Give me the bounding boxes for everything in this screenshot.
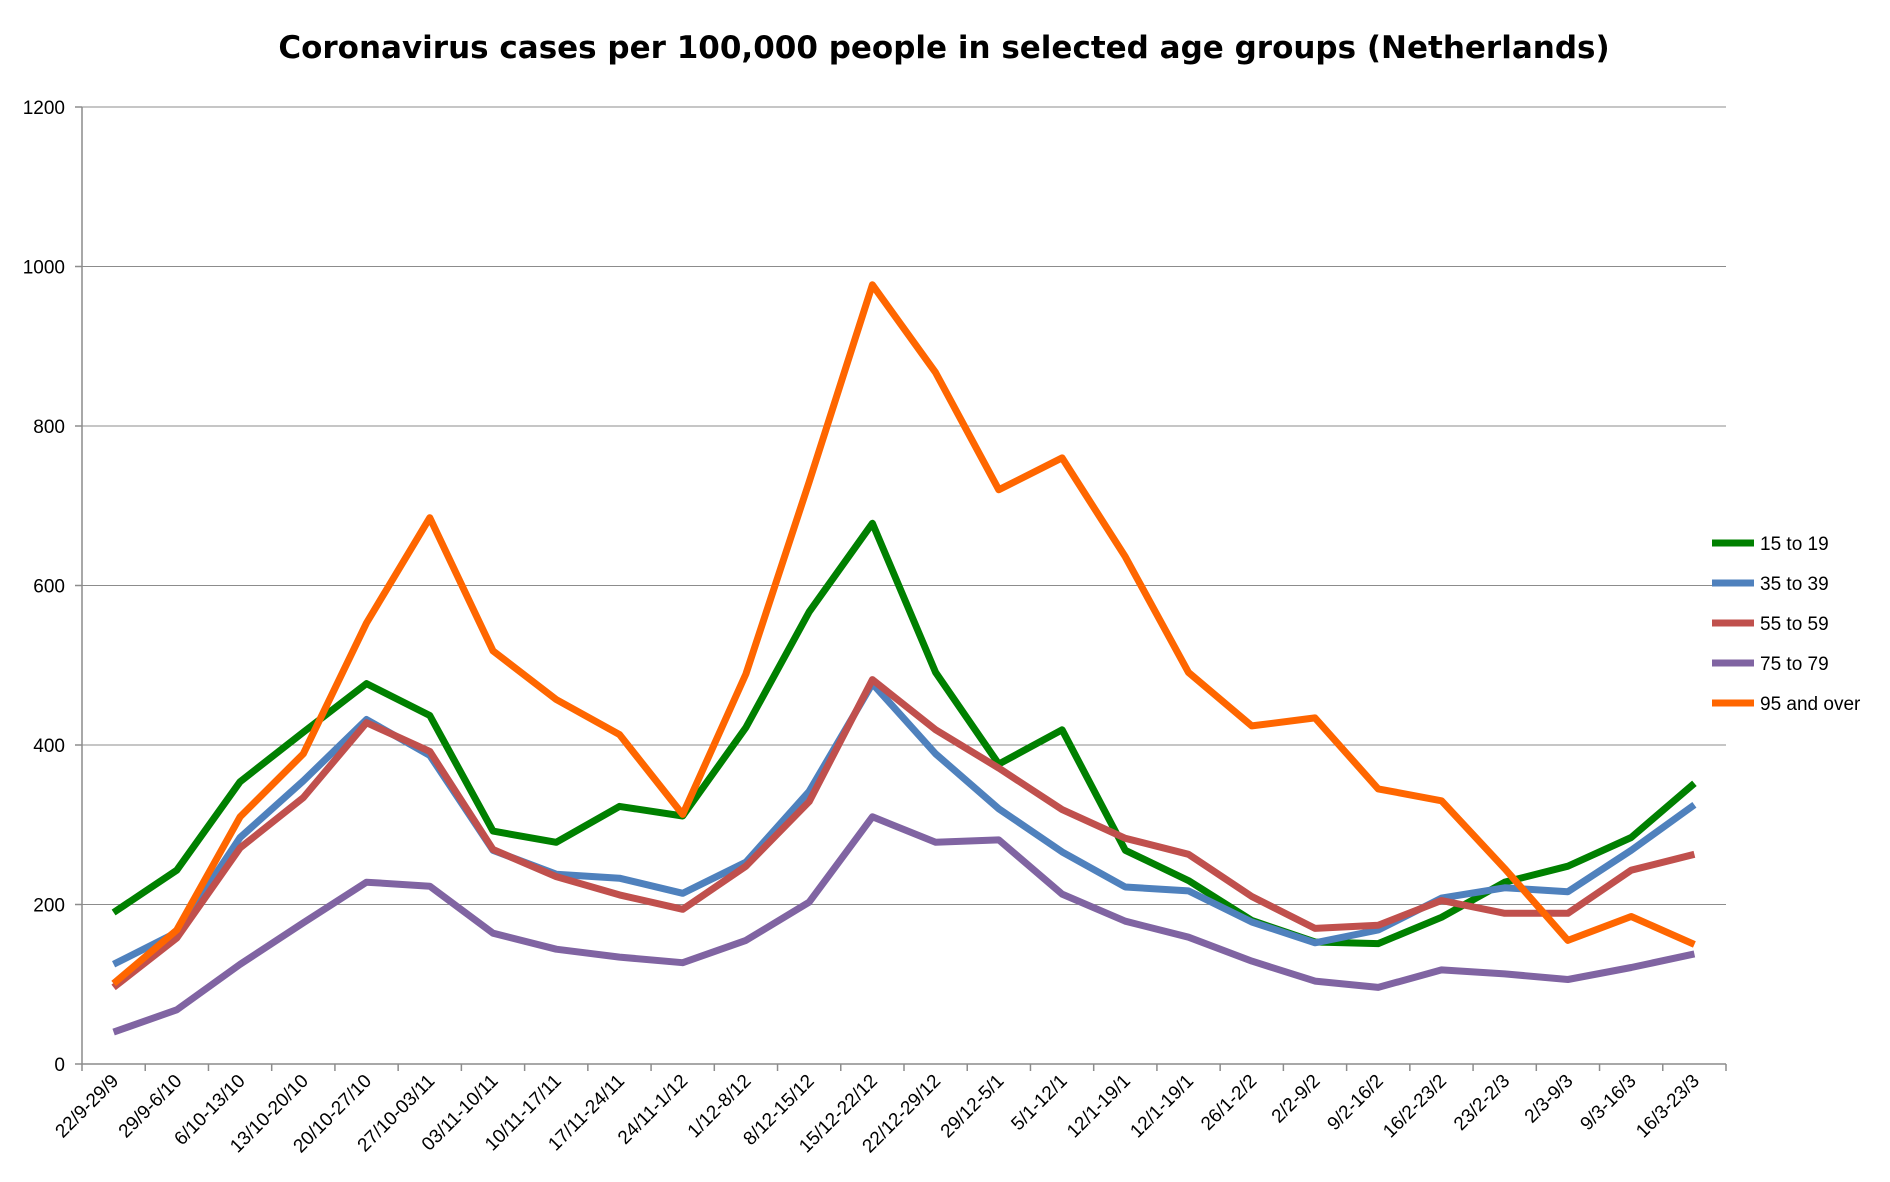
legend-label: 95 and over	[1760, 694, 1861, 715]
y-tick-label: 400	[33, 736, 65, 757]
x-tick-label: 23/2-2/3	[1450, 1071, 1514, 1135]
y-tick-label: 1000	[23, 258, 65, 279]
x-tick-label: 26/1-2/2	[1197, 1071, 1261, 1135]
x-tick-label: 16/3-23/3	[1632, 1071, 1704, 1143]
legend: 15 to 19 35 to 39 55 to 59 75 to 79 95 and o…	[1712, 534, 1861, 715]
x-tick-label: 9/2-16/2	[1324, 1071, 1388, 1135]
x-tick-label: 9/3-16/3	[1577, 1071, 1641, 1135]
y-tick-label: 1200	[23, 98, 65, 119]
series-lines	[111, 281, 1697, 1036]
x-tick-label: 16/2-23/2	[1379, 1071, 1451, 1143]
x-tick-label: 12/1-19/1	[1063, 1071, 1135, 1143]
y-tick-label: 600	[33, 577, 65, 598]
y-tick-label: 0	[54, 1055, 65, 1076]
series-line-3	[111, 676, 1696, 991]
axes	[75, 106, 1727, 1071]
legend-label: 55 to 59	[1760, 614, 1829, 635]
chart-title: Coronavirus cases per 100,000 people in …	[278, 30, 1609, 66]
x-tick-label: 22/9-29/9	[52, 1071, 124, 1143]
x-tick-label: 2/3-9/3	[1521, 1071, 1578, 1128]
legend-label: 35 to 39	[1760, 574, 1829, 595]
y-tick-labels: 0 200 400 600 800 1000 1200	[23, 98, 65, 1076]
legend-label: 15 to 19	[1760, 534, 1829, 555]
y-tick-label: 800	[33, 417, 65, 438]
x-tick-label: 5/1-12/1	[1007, 1071, 1071, 1135]
series-line-2	[112, 680, 1697, 968]
series-line-5	[111, 281, 1696, 987]
gridlines	[82, 106, 1726, 905]
series-line-1	[111, 519, 1697, 948]
x-tick-label: 29/12-5/1	[937, 1071, 1009, 1143]
y-tick-label: 200	[33, 896, 65, 917]
x-tick-label: 12/1-19/1	[1126, 1071, 1198, 1143]
x-tick-labels: 22/9-29/929/9-6/106/10-13/1013/10-20/102…	[52, 1071, 1704, 1158]
legend-label: 75 to 79	[1760, 654, 1829, 675]
x-tick-label: 2/2-9/2	[1268, 1071, 1325, 1128]
series-line-4	[112, 813, 1696, 1036]
